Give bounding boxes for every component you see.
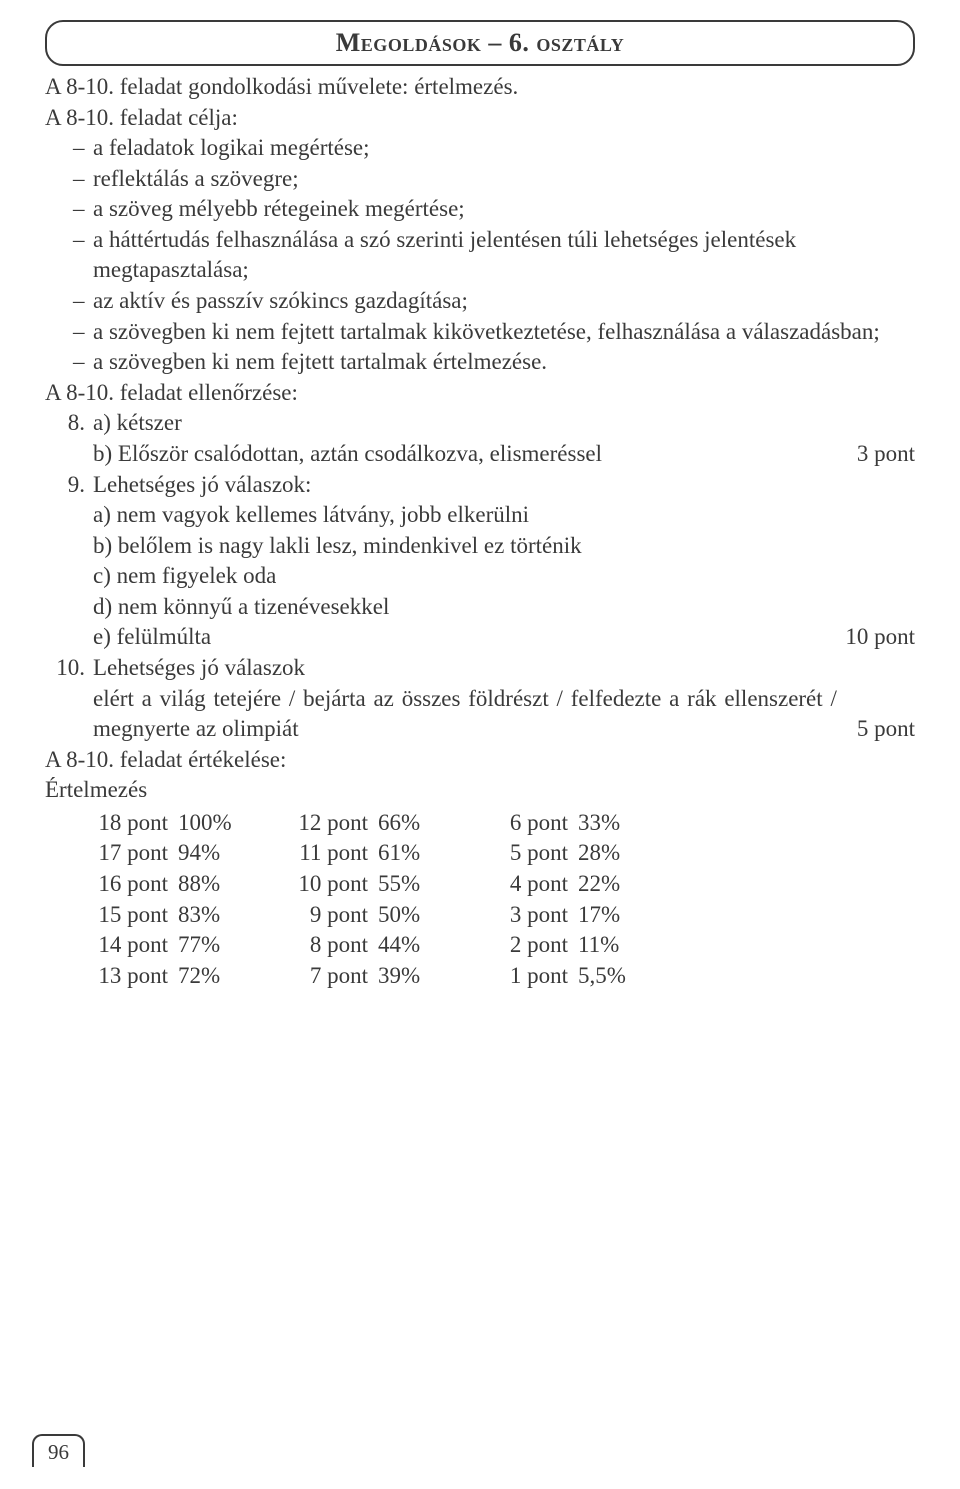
score-row: 11 pont61% xyxy=(293,838,443,869)
score-row: 16 pont88% xyxy=(93,869,243,900)
score-row: 17 pont94% xyxy=(93,838,243,869)
item-9-c: c) nem figyelek oda xyxy=(93,561,915,592)
item-10: 10. Lehetséges jó válaszok xyxy=(45,653,915,684)
score-column-2: 12 pont66% 11 pont61% 10 pont55% 9 pont5… xyxy=(293,808,443,991)
bullet-item: a szövegben ki nem fejtett tartalmak kik… xyxy=(73,317,915,348)
score-row: 7 pont39% xyxy=(293,961,443,992)
item-number: 8. xyxy=(45,408,85,439)
page-header-title: Megoldások – 6. osztály xyxy=(47,28,913,58)
item-9-b: b) belőlem is nagy lakli lesz, mindenkiv… xyxy=(93,531,915,562)
eval-line-1: A 8-10. feladat értékelése: xyxy=(45,745,915,776)
item-9: 9. Lehetséges jó válaszok: xyxy=(45,470,915,501)
intro-line-2: A 8-10. feladat célja: xyxy=(45,103,915,134)
item-8-b-points: 3 pont xyxy=(857,439,915,470)
item-8: 8. a) kétszer xyxy=(45,408,915,439)
score-row: 10 pont55% xyxy=(293,869,443,900)
score-row: 18 pont100% xyxy=(93,808,243,839)
score-table: 18 pont100% 17 pont94% 16 pont88% 15 pon… xyxy=(45,808,915,991)
bullet-item: a feladatok logikai megértése; xyxy=(73,133,915,164)
item-10-text: elért a világ tetejére / bejárta az össz… xyxy=(93,684,837,745)
item-10-lead: Lehetséges jó válaszok xyxy=(93,655,305,680)
item-8-a: a) kétszer xyxy=(93,410,182,435)
score-row: 8 pont44% xyxy=(293,930,443,961)
score-row: 12 pont66% xyxy=(293,808,443,839)
bullet-item: reflektálás a szövegre; xyxy=(73,164,915,195)
eval-line-2: Értelmezés xyxy=(45,775,915,806)
bullet-item: a háttértudás felhasználása a szó szerin… xyxy=(73,225,915,286)
item-9-d: d) nem könnyű a tizenévesekkel xyxy=(93,592,915,623)
intro-line-1: A 8-10. feladat gondolkodási művelete: é… xyxy=(45,72,915,103)
document-body: A 8-10. feladat gondolkodási művelete: é… xyxy=(45,72,915,991)
item-10-body: elért a világ tetejére / bejárta az össz… xyxy=(45,684,915,745)
score-row: 15 pont83% xyxy=(93,900,243,931)
score-row: 5 pont28% xyxy=(493,838,643,869)
goal-bullets: a feladatok logikai megértése; reflektál… xyxy=(45,133,915,378)
score-row: 2 pont11% xyxy=(493,930,643,961)
item-9-e-points: 10 pont xyxy=(845,622,915,653)
item-8-b-row: b) Először csalódottan, aztán csodálkozv… xyxy=(45,439,915,470)
score-row: 1 pont5,5% xyxy=(493,961,643,992)
score-row: 9 pont50% xyxy=(293,900,443,931)
score-row: 4 pont22% xyxy=(493,869,643,900)
bullet-item: a szöveg mélyebb rétegeinek megértése; xyxy=(73,194,915,225)
page-header-box: Megoldások – 6. osztály xyxy=(45,20,915,66)
item-9-a: a) nem vagyok kellemes látvány, jobb elk… xyxy=(93,500,915,531)
item-number: 10. xyxy=(45,653,85,684)
item-10-points: 5 pont xyxy=(857,714,915,745)
score-column-1: 18 pont100% 17 pont94% 16 pont88% 15 pon… xyxy=(93,808,243,991)
page-number: 96 xyxy=(32,1434,85,1467)
bullet-item: a szövegben ki nem fejtett tartalmak ért… xyxy=(73,347,915,378)
score-row: 14 pont77% xyxy=(93,930,243,961)
bullet-item: az aktív és passzív szókincs gazdagítása… xyxy=(73,286,915,317)
score-row: 3 pont17% xyxy=(493,900,643,931)
item-9-answers: a) nem vagyok kellemes látvány, jobb elk… xyxy=(45,500,915,653)
item-9-e-text: e) felülmúlta xyxy=(93,622,825,653)
item-9-lead: Lehetséges jó válaszok: xyxy=(93,472,311,497)
check-line: A 8-10. feladat ellenőrzése: xyxy=(45,378,915,409)
item-number: 9. xyxy=(45,470,85,501)
score-column-3: 6 pont33% 5 pont28% 4 pont22% 3 pont17% … xyxy=(493,808,643,991)
item-8-b-text: b) Először csalódottan, aztán csodálkozv… xyxy=(93,439,837,470)
score-row: 13 pont72% xyxy=(93,961,243,992)
score-row: 6 pont33% xyxy=(493,808,643,839)
